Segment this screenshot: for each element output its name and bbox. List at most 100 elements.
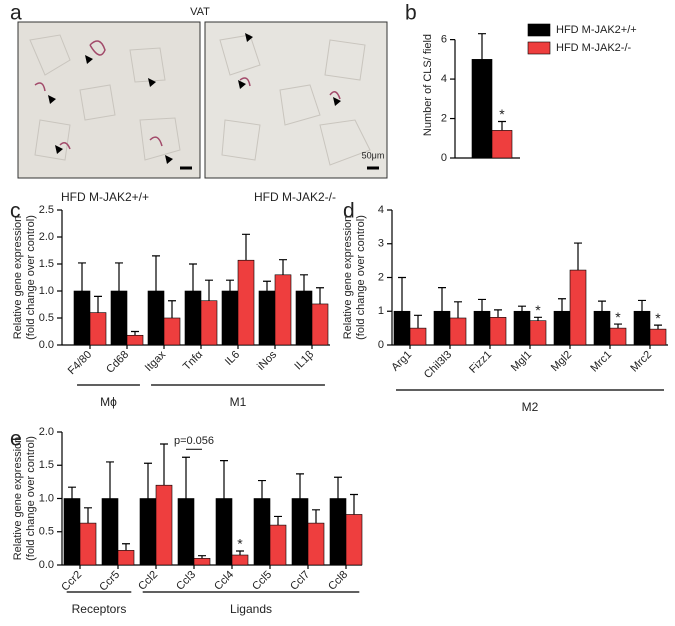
y-tick-label: 1.5 bbox=[39, 258, 54, 270]
error-bar bbox=[638, 299, 646, 312]
significance-star: * bbox=[499, 106, 505, 122]
bar bbox=[473, 310, 491, 346]
image-label: HFD M-JAK2+/+ bbox=[61, 190, 149, 204]
x-tick-label: IL6 bbox=[223, 349, 242, 368]
bar bbox=[193, 558, 211, 566]
bar bbox=[291, 498, 309, 566]
error-bar bbox=[398, 276, 406, 312]
error-bar bbox=[189, 263, 197, 291]
crown-like-structure bbox=[34, 40, 341, 150]
significance-star: * bbox=[535, 302, 541, 318]
y-tick-label: 2.0 bbox=[39, 231, 54, 243]
error-bar bbox=[312, 509, 320, 524]
error-bar bbox=[454, 301, 462, 318]
error-bar bbox=[242, 233, 250, 261]
bar bbox=[269, 524, 287, 566]
bar bbox=[231, 554, 249, 566]
y-tick-label: 2 bbox=[378, 271, 384, 283]
y-tick-label: 1 bbox=[378, 305, 384, 317]
error-bar bbox=[558, 298, 566, 312]
error-bar bbox=[274, 515, 282, 526]
bar bbox=[393, 310, 411, 346]
panel-letter: b bbox=[405, 2, 417, 25]
bar bbox=[593, 310, 611, 346]
bar bbox=[529, 320, 547, 346]
y-tick-label: 0 bbox=[441, 152, 447, 164]
error-bar bbox=[68, 486, 76, 499]
error-bar bbox=[144, 462, 152, 499]
x-tick-label: iNos bbox=[255, 348, 279, 372]
error-bar bbox=[414, 314, 422, 329]
y-axis-label: Relative gene expression bbox=[12, 437, 24, 561]
bar bbox=[569, 269, 587, 346]
bar bbox=[329, 498, 347, 566]
group-label: M2 bbox=[522, 400, 539, 414]
y-tick-label: 1.0 bbox=[39, 285, 54, 297]
bar bbox=[307, 522, 325, 566]
bar bbox=[258, 290, 276, 346]
bar bbox=[649, 328, 667, 346]
y-tick-label: 0.0 bbox=[39, 339, 54, 351]
y-tick-label: 0.5 bbox=[39, 526, 54, 538]
bar bbox=[513, 310, 531, 346]
group-label: Receptors bbox=[72, 602, 127, 616]
x-tick-label: Tnfα bbox=[181, 348, 206, 373]
bar bbox=[409, 327, 427, 346]
panel-title: VAT bbox=[190, 6, 210, 18]
error-bar bbox=[198, 555, 206, 559]
error-bar bbox=[518, 305, 526, 312]
y-tick-label: 0 bbox=[378, 339, 384, 351]
bar bbox=[633, 310, 651, 346]
micrograph bbox=[17, 21, 201, 179]
bar bbox=[155, 484, 173, 566]
legend-swatch bbox=[527, 41, 551, 55]
bar bbox=[237, 259, 255, 346]
y-tick-label: 0.0 bbox=[39, 559, 54, 571]
legend-swatch bbox=[527, 23, 551, 37]
bar bbox=[147, 290, 165, 346]
error-bar bbox=[334, 476, 342, 499]
bar bbox=[553, 310, 571, 346]
error-bar bbox=[279, 259, 287, 275]
bar bbox=[471, 59, 493, 159]
error-bar bbox=[122, 543, 130, 551]
x-tick-label: Cd68 bbox=[104, 349, 131, 376]
error-bar bbox=[182, 456, 190, 499]
x-tick-label: Ccl3 bbox=[174, 569, 198, 593]
bar bbox=[345, 514, 363, 566]
bar bbox=[163, 317, 181, 346]
bar bbox=[184, 290, 202, 346]
bar bbox=[274, 274, 292, 346]
error-bar bbox=[478, 33, 486, 60]
bar bbox=[101, 498, 119, 566]
y-axis-label: (fold change over control) bbox=[25, 215, 37, 340]
bar bbox=[609, 327, 627, 346]
error-bar bbox=[220, 459, 228, 499]
y-axis-label: (fold change over control) bbox=[25, 436, 37, 561]
bar bbox=[295, 290, 313, 346]
group-label: Ligands bbox=[230, 602, 272, 616]
bar bbox=[221, 290, 239, 346]
x-tick-label: Mgl2 bbox=[549, 349, 574, 374]
error-bar bbox=[494, 309, 502, 318]
x-tick-label: Mrc1 bbox=[588, 349, 614, 375]
bar bbox=[489, 317, 507, 346]
bar bbox=[215, 498, 233, 566]
y-axis-label: (fold change over control) bbox=[355, 215, 367, 340]
bar bbox=[117, 550, 135, 566]
error-bar bbox=[598, 300, 606, 312]
bar bbox=[200, 300, 218, 346]
error-bar bbox=[296, 473, 304, 499]
panel-a: a VAT 50μm HFD M-JAK2+/+ HFD M-JAK2-/- bbox=[10, 2, 388, 204]
error-bar bbox=[205, 279, 213, 301]
error-bar bbox=[226, 279, 234, 291]
error-bar bbox=[534, 316, 542, 321]
y-tick-label: 4 bbox=[441, 73, 447, 85]
bar bbox=[63, 498, 81, 566]
y-tick-label: 1.5 bbox=[39, 459, 54, 471]
significance-star: * bbox=[655, 310, 661, 326]
error-bar bbox=[258, 479, 266, 499]
y-axis-label: Number of CLS/ field bbox=[422, 34, 434, 136]
